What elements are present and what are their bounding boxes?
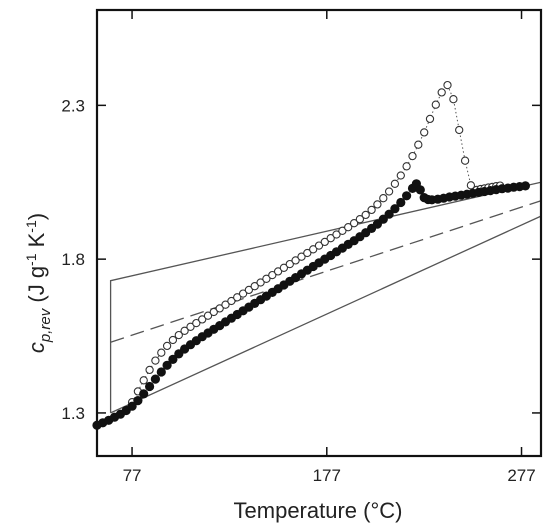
open-data-point	[437, 88, 446, 97]
open-data-point	[309, 245, 318, 254]
open-data-point	[244, 285, 254, 295]
open-data-point	[425, 114, 435, 124]
open-data-point	[402, 162, 411, 171]
tick-labels: 77 177 277 1.3 1.8 2.3	[61, 96, 535, 485]
open-data-point	[157, 348, 166, 357]
open-data-point	[373, 200, 382, 209]
filled-data-point	[384, 209, 394, 219]
open-data-point	[209, 307, 218, 317]
open-data-point	[145, 365, 154, 375]
open-data-point	[268, 270, 277, 280]
open-data-point	[443, 80, 452, 90]
open-data-point	[349, 219, 359, 228]
filled-data-point	[145, 381, 155, 392]
open-data-point	[367, 205, 376, 215]
filled-data-point	[150, 374, 160, 384]
open-data-point	[314, 241, 324, 250]
open-data-point	[285, 259, 294, 269]
y-tick-label: 2.3	[61, 96, 85, 115]
open-data-point	[344, 223, 353, 232]
open-data-point	[215, 304, 224, 313]
open-data-point	[431, 100, 440, 109]
open-data-point	[291, 256, 300, 265]
open-data-point	[332, 230, 341, 239]
y-axis-label-subscript: p,rev	[37, 307, 54, 343]
x-tick-label: 77	[123, 466, 142, 485]
filled-data-point	[390, 204, 400, 214]
open-circle-series	[127, 80, 505, 407]
y-axis-label-exp1: -1	[23, 253, 39, 266]
open-data-point	[303, 248, 312, 258]
filled-data-point	[162, 360, 172, 370]
open-data-point	[396, 171, 405, 180]
open-data-point	[238, 289, 248, 298]
open-data-point	[414, 140, 423, 149]
open-data-point	[408, 151, 417, 161]
x-tick-label: 177	[313, 466, 341, 485]
open-data-point	[297, 252, 306, 261]
open-data-point	[262, 274, 271, 283]
open-data-point	[460, 156, 470, 165]
open-data-point	[227, 296, 236, 306]
reference-lines	[109, 181, 542, 414]
open-data-point	[139, 376, 148, 385]
open-data-point	[256, 278, 265, 287]
open-data-point	[180, 326, 189, 335]
y-axis-label-unit-mid: K	[24, 232, 49, 253]
y-axis-label-exp2: -1	[23, 220, 39, 233]
filled-data-point	[520, 181, 531, 191]
y-axis-label-base: c	[24, 342, 49, 353]
filled-data-point	[168, 354, 178, 364]
open-data-point	[384, 187, 394, 196]
y-tick-label: 1.8	[61, 250, 85, 269]
open-data-point	[250, 282, 259, 291]
open-data-point	[420, 128, 429, 137]
reference-line-solid	[109, 181, 542, 413]
filled-data-point	[396, 197, 406, 208]
open-data-point	[233, 293, 242, 302]
filled-data-point	[156, 367, 166, 377]
open-data-point	[361, 210, 370, 220]
open-data-point	[390, 179, 400, 188]
filled-data-point	[133, 396, 143, 406]
open-data-point	[221, 300, 230, 309]
y-axis-label: cp,rev (J g-1 K-1)	[23, 213, 54, 353]
reference-line-solid	[110, 215, 542, 414]
filled-circle-series	[92, 179, 531, 430]
open-data-point	[186, 322, 195, 331]
y-axis-label-unit-close: )	[24, 213, 49, 220]
open-data-point	[168, 335, 178, 345]
open-data-point	[279, 263, 289, 272]
open-data-point	[151, 356, 160, 365]
open-data-point	[355, 215, 365, 224]
open-data-point	[174, 330, 183, 340]
open-data-point	[326, 234, 335, 243]
x-axis-label: Temperature (°C)	[234, 498, 403, 523]
filled-data-point	[415, 185, 425, 195]
open-data-point	[320, 237, 329, 247]
open-data-point	[449, 95, 458, 104]
open-data-point	[466, 181, 476, 190]
filled-data-point	[127, 401, 137, 411]
x-tick-label: 277	[507, 466, 535, 485]
axis-ticks	[97, 10, 541, 456]
open-data-point	[379, 194, 388, 203]
open-data-point	[192, 318, 201, 328]
plot-frame	[95, 8, 543, 458]
open-data-point	[203, 311, 213, 320]
filled-data-point	[139, 389, 149, 399]
y-axis-label-unit-open: (J g	[24, 266, 49, 309]
open-data-point	[198, 315, 207, 324]
open-data-point	[455, 125, 464, 135]
y-tick-label: 1.3	[61, 404, 85, 423]
open-data-point	[338, 226, 347, 235]
filled-data-point	[402, 191, 412, 201]
reference-line-dashed	[110, 200, 542, 343]
open-data-point	[273, 267, 283, 276]
open-data-point	[162, 341, 172, 351]
